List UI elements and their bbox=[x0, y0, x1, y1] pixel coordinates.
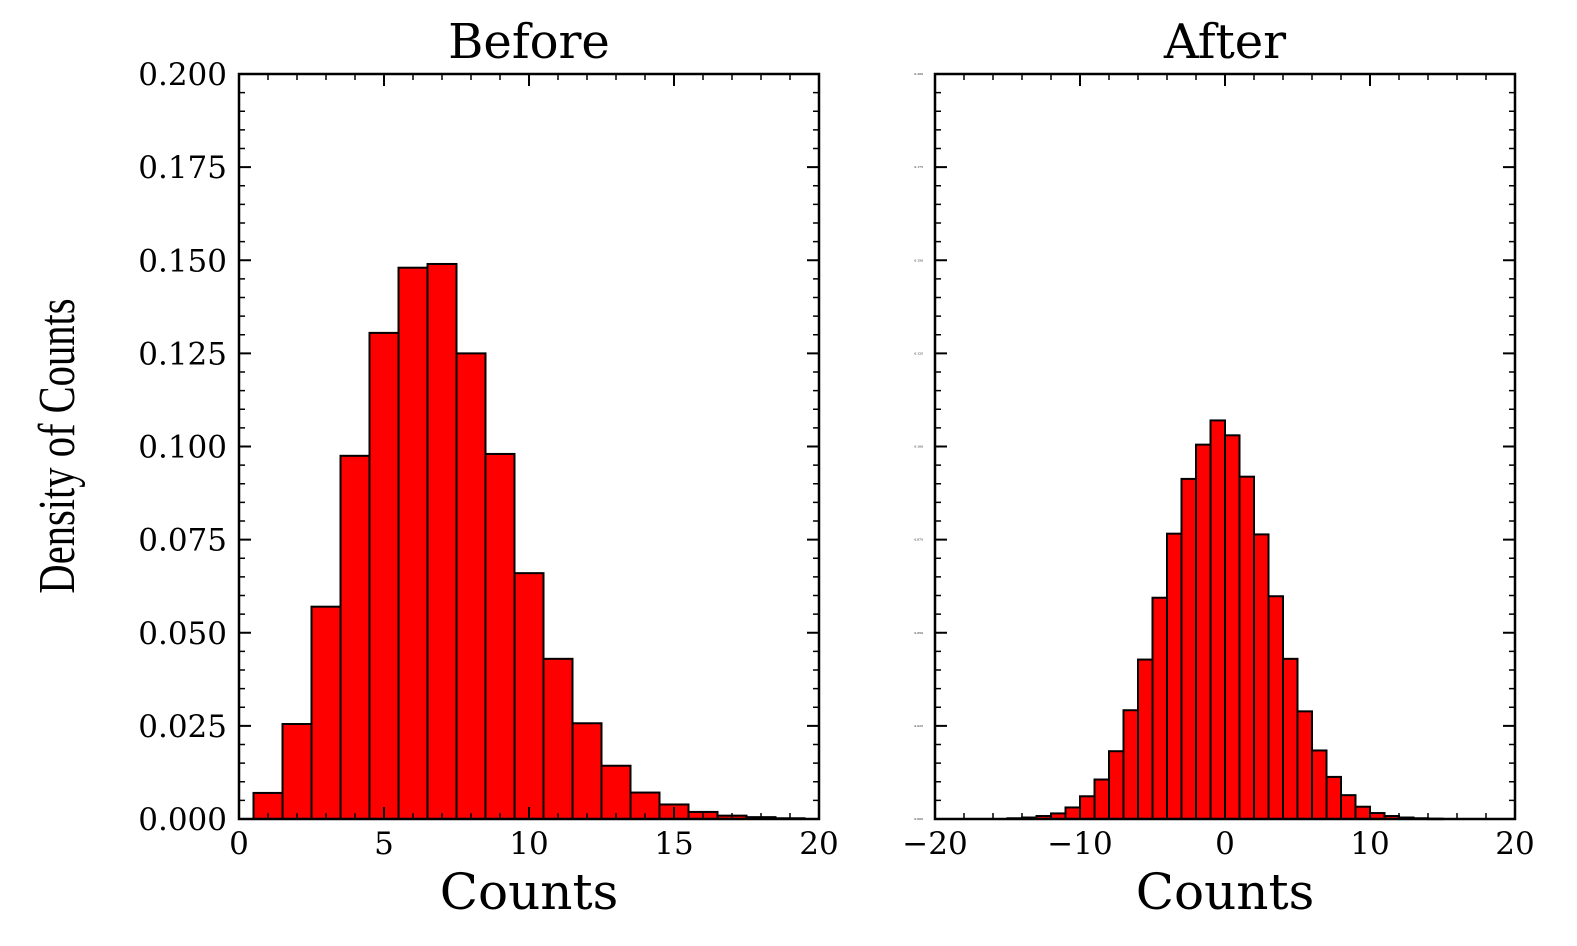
x-tick-label: 10 bbox=[509, 826, 548, 862]
y-tick-label: 0.100 bbox=[914, 445, 923, 449]
histogram-bar bbox=[484, 452, 516, 820]
histogram-bar bbox=[513, 572, 545, 821]
histogram-bar bbox=[1151, 596, 1168, 820]
y-tick-label: 0.050 bbox=[914, 631, 923, 635]
histogram-bar bbox=[1238, 475, 1255, 820]
y-tick-label: 0.000 bbox=[914, 817, 923, 821]
histogram-bar bbox=[1064, 806, 1081, 821]
histogram-bar bbox=[1296, 710, 1313, 820]
x-axis-label: Counts bbox=[1136, 863, 1315, 921]
y-tick-label: 0.100 bbox=[138, 430, 227, 466]
histogram-bar bbox=[310, 605, 342, 820]
histogram-bar bbox=[339, 454, 371, 820]
x-tick-label: 0 bbox=[229, 826, 249, 862]
histogram-bar bbox=[1354, 805, 1371, 821]
y-tick-label: 0.200 bbox=[138, 57, 227, 93]
histogram-bar bbox=[1311, 749, 1328, 821]
histogram-bar bbox=[1093, 778, 1110, 821]
y-tick-label: 0.075 bbox=[138, 523, 227, 559]
histogram-bar bbox=[1122, 709, 1139, 820]
y-axis-label: Density of Counts bbox=[28, 298, 86, 593]
histogram-bar bbox=[600, 764, 632, 820]
y-tick-label: 0.150 bbox=[138, 243, 227, 279]
histogram-bar bbox=[397, 266, 429, 820]
histogram-bar bbox=[1282, 657, 1299, 821]
y-tick-label: 0.175 bbox=[138, 150, 227, 186]
after-panel: −20 −10 0 10 20 0.000 0.025 0.050 0.075 0.100 0.12… bbox=[902, 14, 1534, 921]
histogram-bar bbox=[1108, 750, 1125, 821]
y-tick-label: 0.025 bbox=[138, 709, 227, 745]
histogram-bar bbox=[1195, 443, 1212, 820]
y-tick-label: 0.150 bbox=[914, 258, 923, 262]
histogram-bar bbox=[426, 262, 458, 821]
y-tick-label: 0.025 bbox=[914, 724, 923, 728]
histogram-bar bbox=[455, 352, 487, 820]
y-tick-label: 0.175 bbox=[914, 165, 923, 169]
y-tick-label: 0.050 bbox=[138, 616, 227, 652]
histogram-bar bbox=[1137, 658, 1154, 820]
x-tick-label: 10 bbox=[1350, 826, 1389, 862]
before-panel: 0 5 10 15 20 0.000 0.025 0.050 0.075 0.100 0.125 0.… bbox=[138, 14, 838, 921]
histogram-bar bbox=[1180, 477, 1197, 820]
y-tick-label: 0.200 bbox=[914, 72, 923, 76]
histogram-bar bbox=[1253, 533, 1270, 820]
x-tick-label: 20 bbox=[1495, 826, 1534, 862]
x-tick-label: 0 bbox=[1215, 826, 1235, 862]
histogram-bar bbox=[1224, 434, 1241, 820]
histogram-bar bbox=[1267, 595, 1284, 820]
histogram-bar bbox=[1209, 419, 1226, 820]
histogram-bar bbox=[1340, 794, 1357, 820]
x-tick-label: −10 bbox=[1047, 826, 1112, 862]
histogram-bar bbox=[542, 657, 574, 821]
histogram-bar bbox=[1166, 532, 1183, 820]
histogram-bar bbox=[1079, 795, 1096, 821]
y-tick-label: 0.125 bbox=[138, 336, 227, 372]
x-tick-label: −20 bbox=[902, 826, 967, 862]
panel-title: Before bbox=[448, 14, 610, 70]
histogram-bar bbox=[1325, 775, 1342, 820]
x-tick-label: 15 bbox=[654, 826, 693, 862]
x-tick-label: 5 bbox=[374, 826, 394, 862]
histogram-bar bbox=[571, 722, 603, 821]
y-tick-label: 0.075 bbox=[914, 538, 923, 542]
x-tick-label: 20 bbox=[799, 826, 838, 862]
y-tick-label: 0.000 bbox=[138, 802, 227, 838]
x-axis-label: Counts bbox=[440, 863, 619, 921]
panel-title: After bbox=[1163, 14, 1286, 70]
histogram-bar bbox=[281, 723, 313, 821]
y-tick-label: 0.125 bbox=[914, 351, 923, 355]
histogram-bar bbox=[368, 331, 400, 820]
